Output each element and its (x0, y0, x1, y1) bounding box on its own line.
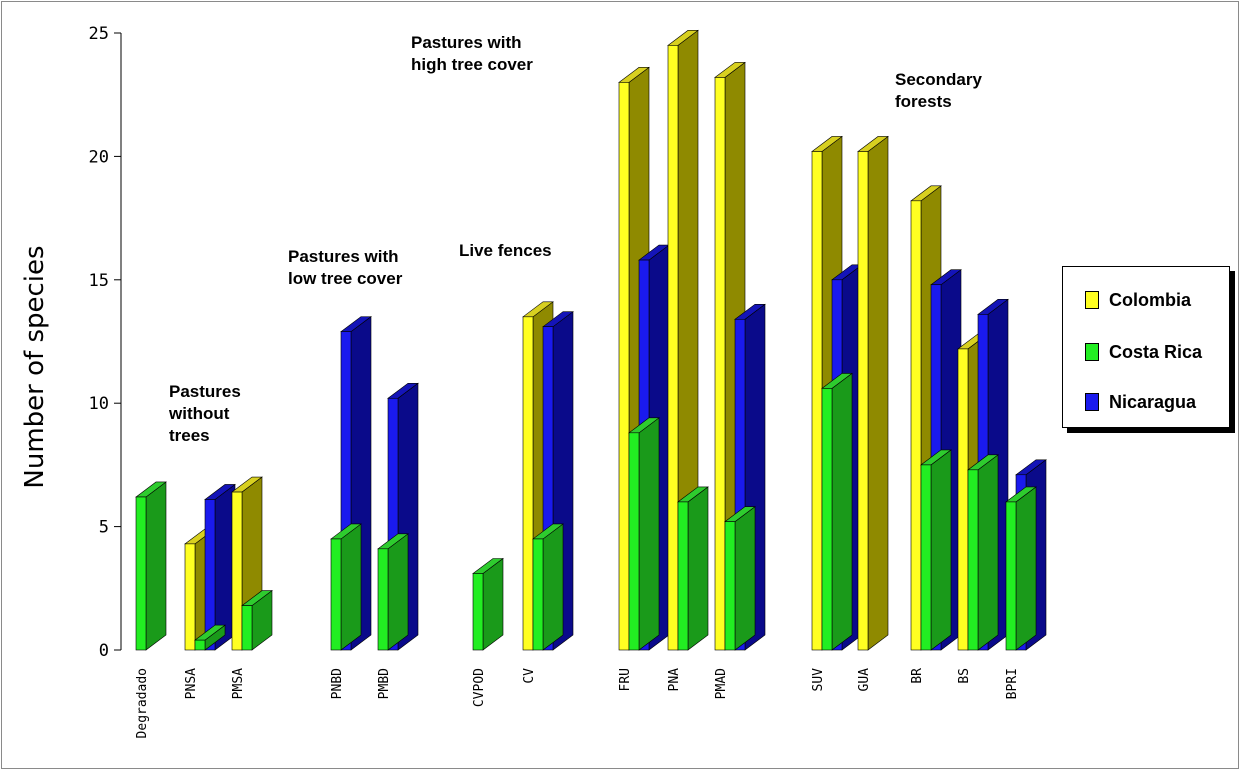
legend-item-costa-rica: Costa Rica (1085, 341, 1202, 363)
group-label-pastures-low-tree-cover: Pastures with low tree cover (288, 247, 403, 288)
bar-degradado-costa-rica-front (135, 496, 147, 651)
bar-pna-colombia-front (667, 45, 679, 651)
group-label-live-fences: Live fences (459, 241, 552, 260)
bar-br-costa-rica (920, 449, 952, 651)
bar-bs-costa-rica-side (977, 454, 999, 651)
bar-pnbd-costa-rica (330, 523, 362, 651)
bar-bpri-costa-rica-front (1005, 501, 1017, 651)
y-tick-label: 0 (99, 641, 109, 661)
bar-suv-colombia-front (811, 151, 823, 651)
bar-bpri-costa-rica-side (1015, 486, 1037, 651)
bar-cv-colombia-front (522, 316, 534, 651)
y-axis: 0 5 10 15 20 25 (89, 24, 122, 661)
bar-cv-nicaragua-front (542, 326, 554, 651)
bar-bs-costa-rica-front (967, 469, 979, 651)
bar-bs-costa-rica (967, 454, 999, 651)
legend-label-nicaragua: Nicaragua (1109, 391, 1197, 412)
x-tick-label: PNBD (330, 668, 345, 699)
bar-cv-costa-rica-front (532, 538, 544, 651)
bar-fru-costa-rica-side (638, 417, 660, 651)
legend-swatch-colombia (1085, 291, 1099, 309)
bar-cvpod-costa-rica-front (472, 573, 484, 651)
x-tick-label: CVPOD (472, 668, 487, 707)
bar-pmbd-costa-rica-side (387, 533, 409, 651)
x-tick-label: Degradado (135, 668, 150, 738)
x-tick-labels: Degradado PNSA PMSA PNBD PMBD CVPOD CV FRU PNA PM… (135, 668, 1020, 739)
bar-pnsa-costa-rica (194, 624, 226, 651)
bar-pnbd-costa-rica-side (340, 523, 362, 651)
x-tick-label: BPRI (1005, 668, 1020, 699)
bar-pmbd-costa-rica-front (377, 548, 389, 651)
bar-suv-costa-rica-side (831, 372, 853, 651)
x-tick-label: PNA (667, 668, 682, 692)
bar-degradado-costa-rica (135, 481, 167, 651)
x-tick-label: PNSA (184, 668, 199, 699)
legend-swatch-nicaragua (1085, 393, 1099, 411)
y-tick-label: 25 (89, 24, 109, 44)
bar-pna-costa-rica-side (687, 486, 709, 651)
bar-pnbd-costa-rica-front (330, 538, 342, 651)
bar-br-colombia-front (910, 200, 922, 651)
bar-cvpod-costa-rica-side (482, 557, 504, 651)
bar-suv-costa-rica (821, 372, 853, 651)
legend-swatch-costa-rica (1085, 343, 1099, 361)
x-tick-label: PMBD (377, 668, 392, 699)
bar-gua-colombia (857, 135, 889, 651)
bar-pmad-costa-rica-front (724, 521, 736, 651)
group-label-pastures-high-tree-cover: Pastures with high tree cover (411, 33, 533, 74)
x-tick-label: PMAD (714, 668, 729, 699)
bar-degradado-costa-rica-side (145, 481, 167, 651)
x-tick-label: CV (522, 668, 537, 684)
bar-fru-colombia-front (618, 82, 630, 651)
y-tick-label: 15 (89, 271, 109, 291)
bar-pmbd-costa-rica (377, 533, 409, 651)
bar-bs-colombia-front (957, 348, 969, 651)
bar-pmsa-colombia-front (231, 491, 243, 651)
x-tick-label: GUA (857, 668, 872, 692)
bar-pmad-colombia-front (714, 77, 726, 651)
legend-label-colombia: Colombia (1109, 289, 1192, 310)
bar-bpri-costa-rica (1005, 486, 1037, 651)
bar-pmad-costa-rica-side (734, 506, 756, 651)
bar-pna-costa-rica-front (677, 501, 689, 651)
bar-pnsa-colombia-front (184, 543, 196, 651)
bar-pmsa-costa-rica-front (241, 605, 253, 651)
bar-pmad-nicaragua-front (734, 318, 746, 651)
bar-cv-costa-rica (532, 523, 564, 651)
legend: Colombia Costa Rica Nicaragua (1062, 266, 1230, 428)
bar-gua-colombia-front (857, 151, 869, 651)
bar-pmad-costa-rica (724, 506, 756, 651)
bars (135, 29, 1047, 651)
x-tick-label: SUV (811, 668, 826, 692)
bar-br-costa-rica-side (930, 449, 952, 651)
bar-suv-costa-rica-front (821, 388, 833, 651)
bar-pna-costa-rica (677, 486, 709, 651)
bar-fru-costa-rica-front (628, 432, 640, 651)
bar-pmbd-nicaragua-front (387, 397, 399, 651)
bar-pmsa-costa-rica (241, 589, 273, 651)
bar-cvpod-costa-rica (472, 557, 504, 651)
y-tick-label: 5 (99, 518, 109, 538)
bar-fru-costa-rica (628, 417, 660, 651)
legend-item-nicaragua: Nicaragua (1085, 391, 1196, 413)
bar-gua-colombia-side (867, 135, 889, 651)
x-tick-label: PMSA (231, 668, 246, 699)
x-tick-label: FRU (618, 668, 633, 691)
bar-cv-costa-rica-side (542, 523, 564, 651)
group-label-secondary-forests: Secondary forests (895, 70, 982, 111)
group-label-pastures-without-trees: Pastures without trees (169, 382, 241, 445)
bar-pnsa-costa-rica-front (194, 639, 206, 651)
bar-pnbd-nicaragua-front (340, 331, 352, 651)
y-axis-label: Number of species (20, 245, 50, 489)
legend-item-colombia: Colombia (1085, 289, 1191, 311)
bar-br-costa-rica-front (920, 464, 932, 651)
bar-pnsa-nicaragua-front (204, 499, 216, 651)
x-tick-label: BR (910, 668, 925, 684)
y-tick-label: 10 (89, 394, 109, 414)
y-tick-label: 20 (89, 147, 109, 167)
x-tick-label: BS (957, 668, 972, 684)
legend-label-costa-rica: Costa Rica (1109, 341, 1203, 362)
